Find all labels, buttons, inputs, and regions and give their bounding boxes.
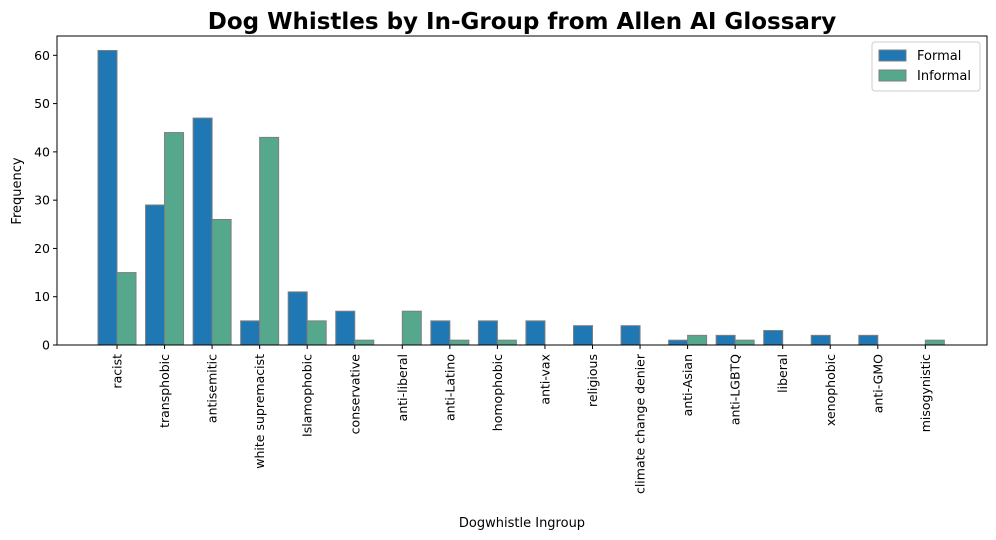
x-tick-label: anti-LGBTQ xyxy=(728,354,743,425)
y-tick-label: 40 xyxy=(34,144,50,159)
legend-label-informal: Informal xyxy=(917,69,971,84)
bar-informal-2 xyxy=(211,218,232,346)
y-tick-label: 50 xyxy=(34,96,50,111)
x-tick-label: religious xyxy=(585,354,600,407)
x-tick-label: anti-Asian xyxy=(680,354,695,416)
x-tick-label: homophobic xyxy=(490,354,505,431)
bar-informal-13 xyxy=(734,339,755,346)
bar-formal-16 xyxy=(858,334,879,346)
x-axis-label: Dogwhistle Ingroup xyxy=(459,516,585,531)
y-tick-label: 60 xyxy=(34,48,50,63)
x-tick-label: liberal xyxy=(775,354,790,393)
x-tick-label: xenophobic xyxy=(823,354,838,426)
bar-informal-4 xyxy=(306,320,327,346)
plot-area-frame xyxy=(56,35,988,346)
bar-formal-0 xyxy=(97,49,118,346)
bar-informal-1 xyxy=(164,132,185,346)
y-tick-label: 30 xyxy=(34,193,50,208)
bar-formal-4 xyxy=(287,291,308,346)
bar-formal-10 xyxy=(573,325,593,346)
x-tick-label: conservative xyxy=(347,354,362,435)
y-tick-label: 20 xyxy=(34,241,50,256)
bar-informal-12 xyxy=(687,334,708,346)
bar-formal-1 xyxy=(145,204,166,346)
x-tick-label: anti-vax xyxy=(537,354,552,405)
bar-informal-3 xyxy=(259,136,280,346)
bar-informal-17 xyxy=(924,339,945,346)
x-tick-label: Islamophobic xyxy=(300,354,315,437)
x-tick-label: racist xyxy=(110,354,125,389)
chart-title: Dog Whistles by In-Group from Allen AI G… xyxy=(208,9,837,35)
bar-formal-9 xyxy=(525,320,546,346)
bar-informal-7 xyxy=(449,339,470,346)
x-tick-label: climate change denier xyxy=(633,353,648,494)
bar-formal-2 xyxy=(192,117,213,346)
bar-informal-5 xyxy=(354,339,375,346)
y-tick-label: 0 xyxy=(42,338,50,353)
x-tick-label: anti-GMO xyxy=(870,354,885,413)
bar-informal-8 xyxy=(496,339,517,346)
y-axis: 0 10 20 30 40 50 60 xyxy=(34,48,57,353)
bar-informal-6 xyxy=(401,310,422,346)
x-tick-label: white supremacist xyxy=(252,354,267,469)
legend-swatch-formal xyxy=(878,49,907,62)
x-tick-label: transphobic xyxy=(157,354,172,428)
bar-formal-12 xyxy=(668,339,689,346)
bar-formal-8 xyxy=(477,320,498,346)
x-tick-label: anti-Latino xyxy=(442,354,457,421)
x-tick-label: misogynistic xyxy=(918,354,933,432)
bar-informal-0 xyxy=(116,272,137,346)
bar-formal-7 xyxy=(430,320,451,346)
legend-label-formal: Formal xyxy=(917,49,961,64)
legend-swatch-informal xyxy=(878,69,907,82)
bar-formal-14 xyxy=(763,330,784,346)
x-tick-label: anti-liberal xyxy=(395,354,410,421)
bar-formal-11 xyxy=(620,325,641,346)
bar-formal-3 xyxy=(240,320,261,346)
bar-formal-13 xyxy=(715,334,736,346)
bar-formal-5 xyxy=(335,310,356,346)
x-tick-label: antisemitic xyxy=(205,354,220,423)
y-axis-label: Frequency xyxy=(10,157,25,224)
y-tick-label: 10 xyxy=(34,289,50,304)
bar-formal-15 xyxy=(810,334,831,346)
bars xyxy=(97,49,945,346)
legend: Formal Informal xyxy=(871,41,981,92)
x-axis: racist transphobic antisemitic white suprem… xyxy=(110,345,933,494)
